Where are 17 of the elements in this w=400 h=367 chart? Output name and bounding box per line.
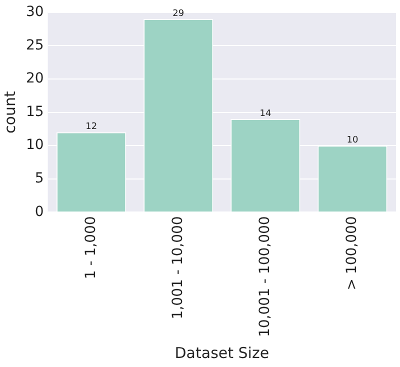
- data-label: 29: [172, 8, 184, 19]
- y-tick-label: 30: [26, 4, 44, 20]
- data-label: 14: [260, 108, 272, 119]
- x-tick-label: > 100,000: [344, 216, 360, 290]
- x-axis-title: Dataset Size: [174, 344, 270, 362]
- data-label: 12: [86, 122, 98, 132]
- y-tick-label: 25: [26, 37, 44, 54]
- y-tick-label: 20: [26, 70, 44, 87]
- y-axis-title: count: [0, 91, 19, 134]
- y-tick-label: 10: [26, 137, 44, 154]
- data-label: 10: [346, 135, 358, 146]
- y-tick-label: 15: [26, 104, 44, 120]
- y-tick-label: 0: [34, 204, 44, 220]
- x-tick-label: 10,001 - 100,000: [257, 216, 274, 338]
- x-tick-label: 1 - 1,000: [82, 216, 99, 280]
- y-tick-label: 5: [34, 170, 44, 187]
- x-tick-label: 1,001 - 10,000: [170, 216, 186, 320]
